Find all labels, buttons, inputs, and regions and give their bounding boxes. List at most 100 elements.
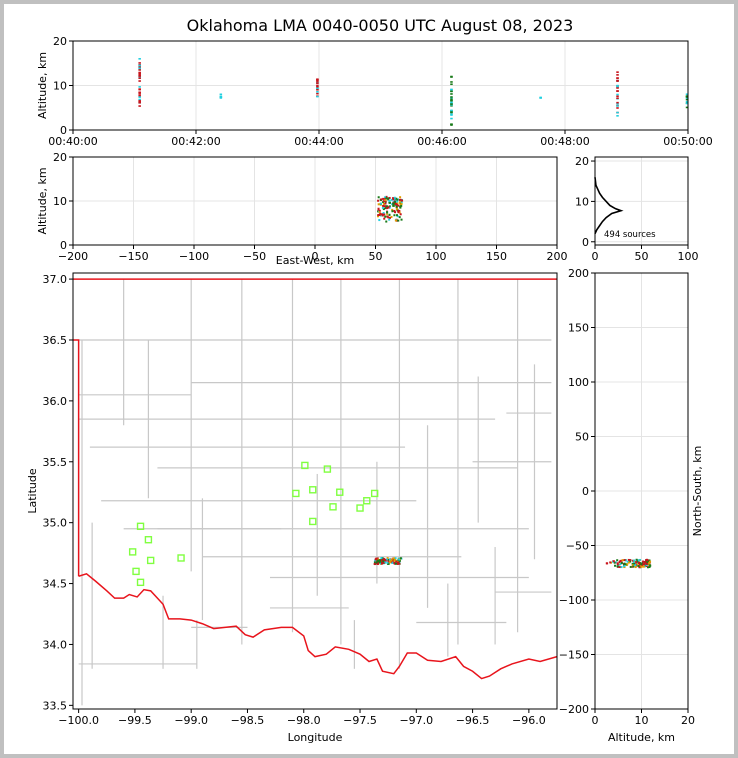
ew-source-point <box>377 214 380 217</box>
ns-source-point <box>620 561 623 564</box>
lma-station-marker <box>323 465 332 473</box>
map-source-point <box>395 560 398 563</box>
map-source-point <box>393 562 396 565</box>
ns-source-point <box>632 559 635 562</box>
ew-source-point <box>377 199 380 202</box>
ns-source-point <box>620 566 623 569</box>
time-source-point <box>138 72 141 74</box>
time-source-point <box>616 86 619 89</box>
latitude-axis-tick-label: 36.0 <box>43 395 68 408</box>
ew-source-point <box>390 215 393 218</box>
ns-source-point <box>635 561 638 564</box>
time-axis-tick-label: 00:42:00 <box>171 135 220 148</box>
map-source-point <box>396 562 399 565</box>
longitude-axis-tick-label: −98.5 <box>231 714 265 727</box>
time-source-point <box>616 103 619 105</box>
time-source-point <box>450 113 453 115</box>
ew-source-point <box>377 208 380 211</box>
ns-source-point <box>623 559 626 562</box>
ew-source-point <box>383 213 386 216</box>
latitude-axis-tick-label: 34.0 <box>43 638 68 651</box>
time-source-point <box>616 105 619 107</box>
ew-x-label: East-West, km <box>276 254 354 267</box>
time-altitude-label: Altitude, km <box>36 52 49 119</box>
ew-source-point <box>381 214 384 217</box>
ew-altitude-axes <box>72 156 558 246</box>
ns-source-point <box>614 561 617 564</box>
ew-source-point <box>396 198 399 201</box>
time-source-point <box>450 96 453 98</box>
map-source-point <box>375 561 378 564</box>
map-source-point <box>381 559 384 562</box>
ew-source-point <box>396 200 399 203</box>
map-source-point <box>379 562 382 565</box>
ns-source-point <box>643 562 646 565</box>
time-source-point <box>316 84 319 87</box>
lma-station-marker <box>363 497 371 505</box>
ns-source-point <box>616 565 619 568</box>
latitude-axis-tick-label: 35.0 <box>43 517 68 530</box>
ew-source-point <box>383 205 386 208</box>
time-source-point <box>316 88 319 90</box>
time-source-point <box>138 62 141 64</box>
map-source-point <box>384 561 387 564</box>
time-source-point <box>450 104 453 107</box>
map-source-point <box>398 558 401 561</box>
time-source-point <box>685 93 689 96</box>
ns-axis-tick-label: −200 <box>559 703 589 716</box>
ew-source-point <box>400 202 403 205</box>
time-source-point <box>616 84 619 87</box>
map-source-point <box>390 560 393 563</box>
ew-source-point <box>393 198 396 201</box>
latitude-axis-tick-label: 34.5 <box>43 578 68 591</box>
ew-source-point <box>392 202 395 205</box>
map-source-point <box>398 559 401 562</box>
ns-source-point <box>634 566 637 569</box>
ew-source-point <box>386 212 389 215</box>
time-source-point <box>138 69 141 71</box>
time-source-point <box>138 88 141 90</box>
ew-source-point <box>381 206 384 209</box>
latitude-axis-tick-label: 35.5 <box>43 456 68 469</box>
ns-axis-tick-label: 200 <box>568 267 589 280</box>
ns-source-point <box>606 562 609 565</box>
map-source-point <box>396 560 399 563</box>
time-height-axes <box>72 40 689 131</box>
ew-source-point <box>398 211 401 214</box>
time-source-point <box>316 90 319 93</box>
ns-source-point <box>648 559 651 562</box>
map-source-point <box>376 561 379 564</box>
time-source-point <box>138 58 141 60</box>
ew-source-point <box>388 201 391 204</box>
lma-station-marker <box>336 488 344 496</box>
ew-source-point <box>388 199 391 202</box>
time-source-point <box>450 98 453 101</box>
time-source-point <box>450 101 453 104</box>
ew-source-point <box>390 198 393 201</box>
ew-axis-tick-label: 0 <box>312 250 319 263</box>
time-source-point <box>450 81 453 83</box>
ew-source-point <box>379 212 382 215</box>
map-source-point <box>375 557 378 560</box>
lma-station-marker <box>136 578 145 587</box>
map-source-point <box>391 559 394 562</box>
map-source-point <box>394 562 397 565</box>
map-source-point <box>397 560 400 563</box>
ew-source-point <box>387 206 390 209</box>
ns-source-point <box>637 561 640 564</box>
ew-source-point <box>397 211 400 214</box>
ns-axis-tick-label: −150 <box>559 649 589 662</box>
lma-station-marker <box>329 503 337 511</box>
ew-source-point <box>378 214 381 217</box>
ew-source-point <box>379 214 382 217</box>
map-source-point <box>374 558 377 561</box>
ew-source-point <box>393 196 396 199</box>
time-source-point <box>616 77 619 79</box>
time-source-point <box>685 106 689 109</box>
lma-station-marker <box>146 556 155 565</box>
ns-source-point <box>613 561 616 564</box>
ew-source-point <box>401 199 404 202</box>
ew-axis-tick-label: −150 <box>118 250 148 263</box>
ns-source-point <box>646 561 649 564</box>
ew-source-point <box>380 198 383 201</box>
